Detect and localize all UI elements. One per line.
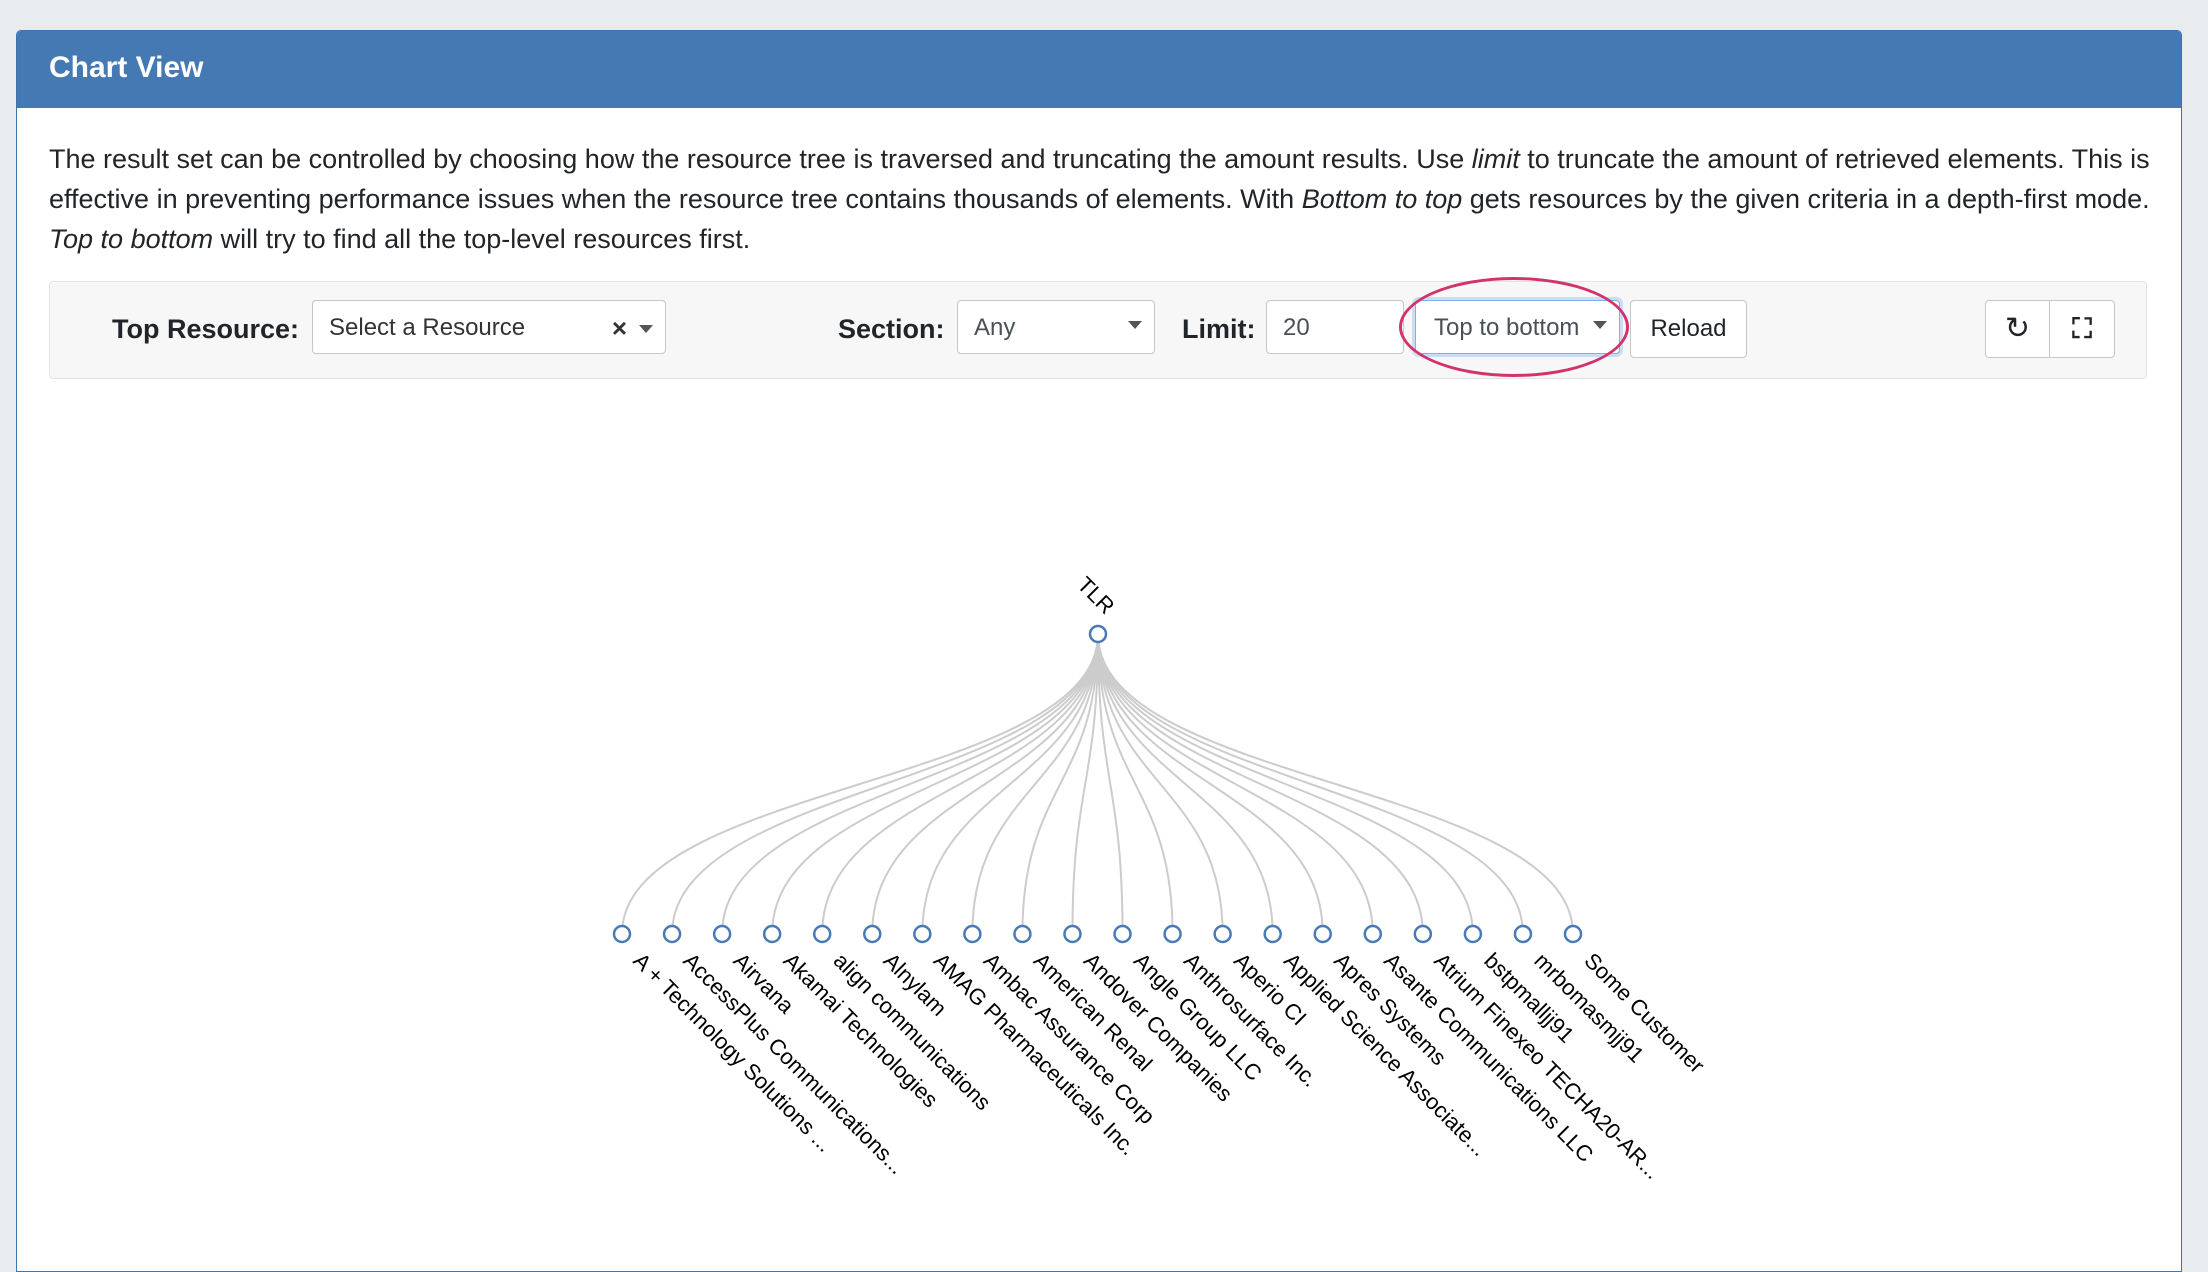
- top-resource-placeholder: Select a Resource: [329, 314, 526, 341]
- tree-node[interactable]: [712, 924, 732, 944]
- chart-view-panel: Chart View The result set can be control…: [16, 30, 2182, 1272]
- tree-link: [921, 633, 1099, 935]
- desc-text: to truncate the amount of retrieved elem…: [49, 144, 2150, 214]
- tree-node[interactable]: [762, 924, 782, 944]
- tree-link: [821, 633, 1099, 935]
- tree-node[interactable]: [1563, 924, 1583, 944]
- limit-label: Limit:: [1182, 314, 1256, 344]
- tree-link: [1071, 633, 1099, 935]
- tree-node[interactable]: [1013, 924, 1032, 944]
- tree-node[interactable]: [913, 924, 932, 944]
- top-resource-label: Top Resource:: [112, 314, 300, 344]
- chevron-down-icon: [1128, 321, 1142, 329]
- desc-text: will try to find all the top-level resou…: [213, 224, 751, 254]
- tree-node[interactable]: [1313, 924, 1332, 944]
- refresh-button[interactable]: ↻: [1985, 300, 2050, 358]
- tree-node[interactable]: [1213, 924, 1232, 944]
- desc-text: The result set can be controlled by choo…: [49, 144, 1472, 174]
- chevron-down-icon: [1593, 321, 1607, 329]
- tree-link: [1021, 633, 1099, 935]
- refresh-icon: ↻: [2004, 312, 2031, 345]
- traversal-value: Top to bottom: [1434, 314, 1580, 341]
- limit-input[interactable]: 20: [1266, 300, 1404, 354]
- tree-link: [721, 633, 1099, 935]
- tree-link: [671, 633, 1099, 935]
- tree-node[interactable]: [1513, 924, 1533, 944]
- top-resource-select[interactable]: Select a Resource ×: [312, 300, 666, 354]
- panel-title: Chart View: [49, 51, 204, 84]
- desc-em-limit: limit: [1471, 144, 1520, 174]
- tree-link: [1097, 633, 1274, 935]
- tree-root-label: TLR: [1072, 572, 1119, 619]
- tree-link: [1097, 633, 1524, 935]
- tree-node[interactable]: [612, 924, 632, 944]
- tree-node[interactable]: [963, 924, 982, 944]
- tree-link: [1097, 633, 1324, 935]
- tree-node[interactable]: [1363, 924, 1383, 944]
- tree-root-node[interactable]: [1088, 624, 1108, 644]
- toolbar: Top Resource: Select a Resource × Sectio…: [49, 281, 2147, 379]
- tree-link: [1097, 633, 1374, 935]
- tree-link: [1097, 633, 1574, 935]
- tree-node[interactable]: [1463, 924, 1483, 944]
- tree-link: [621, 633, 1099, 935]
- tree-node[interactable]: [662, 924, 682, 944]
- tree-link: [871, 633, 1099, 935]
- desc-em-top-to-bottom: Top to bottom: [49, 224, 214, 254]
- tree-node[interactable]: [1063, 924, 1082, 944]
- tree-link: [1097, 633, 1424, 935]
- desc-text: gets resources by the given criteria in …: [1462, 184, 2150, 214]
- tree-node[interactable]: [1263, 924, 1282, 944]
- panel-header: Chart View: [17, 31, 2181, 108]
- clear-icon[interactable]: ×: [611, 313, 627, 343]
- tree-link: [971, 633, 1099, 935]
- section-select[interactable]: Any: [957, 300, 1155, 354]
- tree-node[interactable]: [1163, 924, 1182, 944]
- tree-link: [1097, 633, 1474, 935]
- description: The result set can be controlled by choo…: [49, 139, 2159, 259]
- tree-node[interactable]: [863, 924, 882, 944]
- fullscreen-button[interactable]: ⛶: [2049, 300, 2115, 358]
- chevron-down-icon: [639, 325, 653, 333]
- expand-icon: ⛶: [2072, 313, 2092, 344]
- section-value: Any: [974, 314, 1016, 341]
- tree-link: [1097, 633, 1124, 935]
- tree-link: [771, 633, 1099, 935]
- desc-em-bottom-to-top: Bottom to top: [1301, 184, 1463, 214]
- tree-link: [1097, 633, 1224, 935]
- tree-node[interactable]: [1413, 924, 1433, 944]
- traversal-select[interactable]: Top to bottom: [1415, 300, 1620, 354]
- section-label: Section:: [838, 314, 945, 344]
- tree-node[interactable]: [812, 924, 832, 944]
- tree-link: [1097, 633, 1174, 935]
- tree-node[interactable]: [1113, 924, 1132, 944]
- reload-button[interactable]: Reload: [1630, 300, 1747, 358]
